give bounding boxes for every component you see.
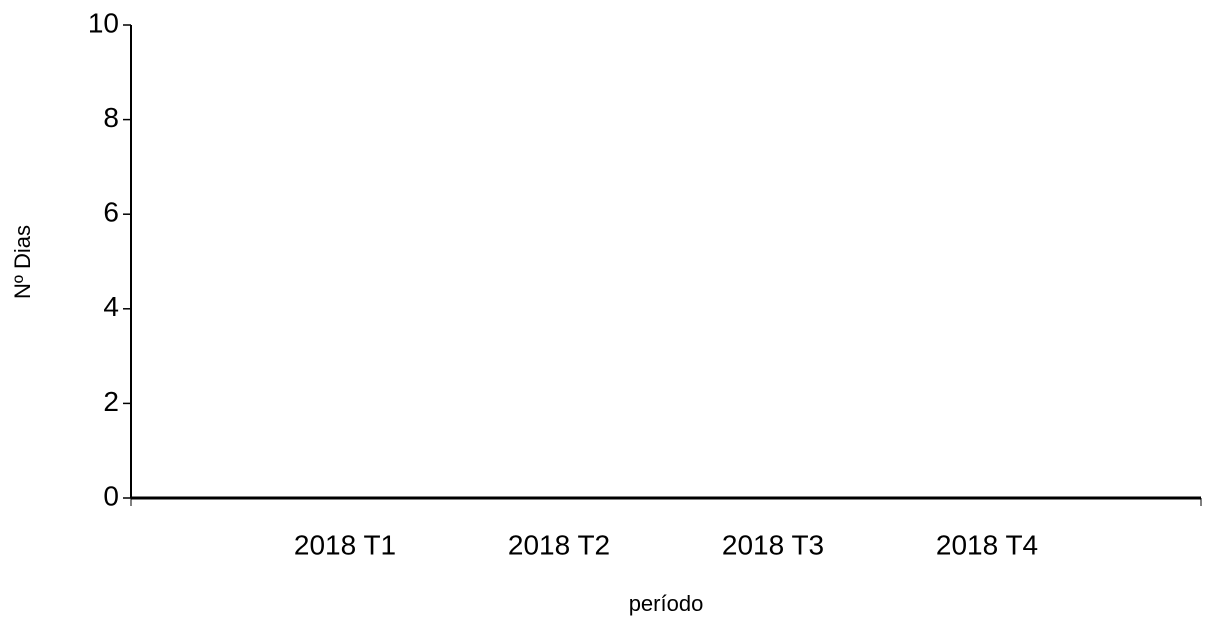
x-tick-label: 2018 T4 xyxy=(936,529,1038,560)
y-tick-label: 10 xyxy=(88,7,119,38)
y-tick-label: 8 xyxy=(103,102,119,133)
x-tick-label: 2018 T2 xyxy=(508,529,610,560)
y-axis-title: Nº Dias xyxy=(10,225,35,299)
x-axis-title: período xyxy=(629,591,704,616)
x-tick-label: 2018 T3 xyxy=(722,529,824,560)
y-tick-label: 2 xyxy=(103,386,119,417)
x-tick-label: 2018 T1 xyxy=(294,529,396,560)
y-tick-label: 4 xyxy=(103,291,119,322)
y-tick-label: 0 xyxy=(103,480,119,511)
y-tick-label: 6 xyxy=(103,197,119,228)
